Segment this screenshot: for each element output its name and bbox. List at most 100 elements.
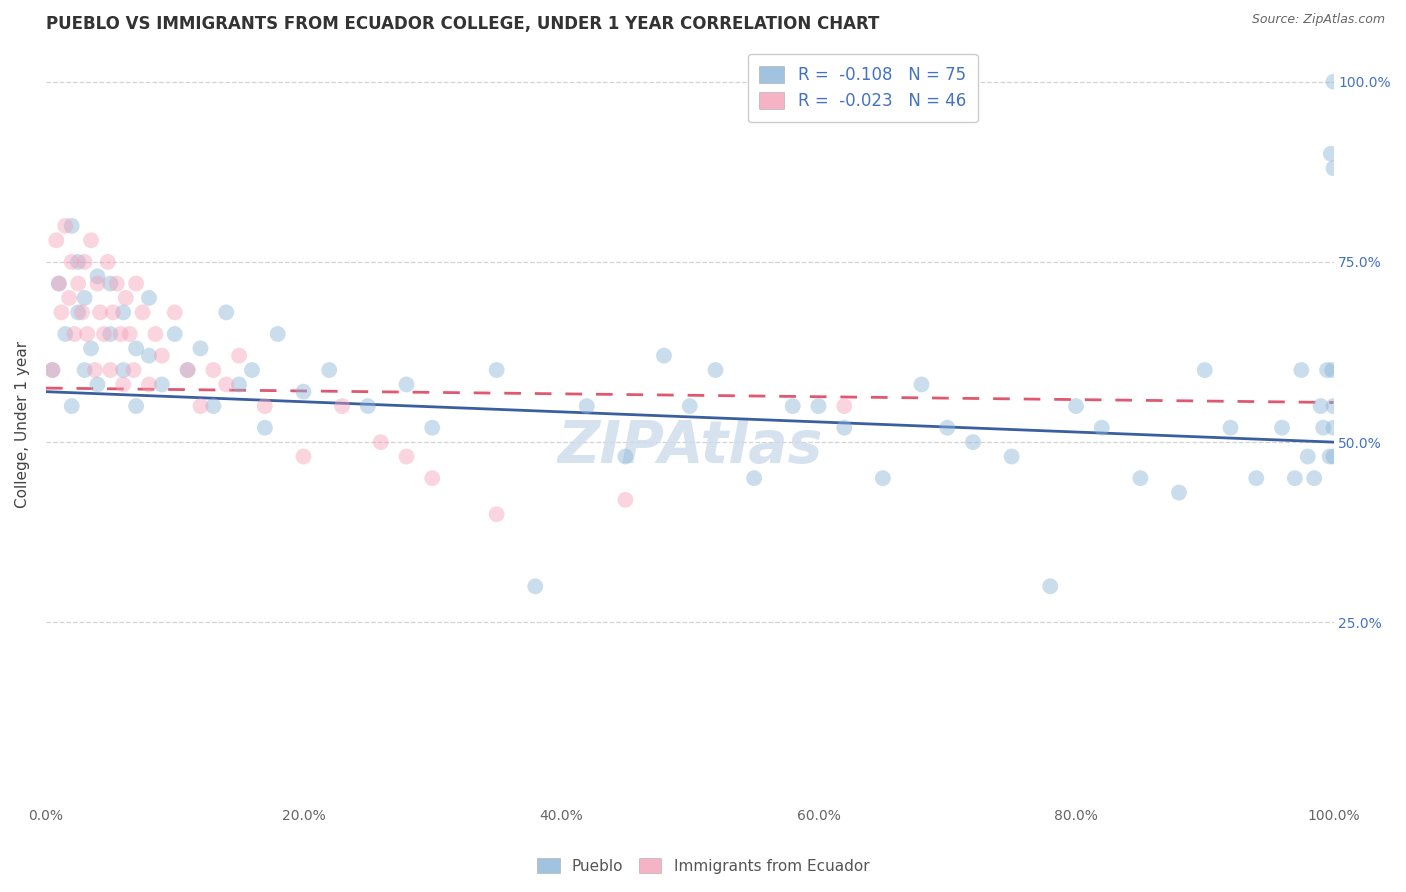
Point xyxy=(67,277,90,291)
Point xyxy=(1316,363,1339,377)
Point xyxy=(150,349,173,363)
Y-axis label: College, Under 1 year: College, Under 1 year xyxy=(15,341,30,508)
Text: PUEBLO VS IMMIGRANTS FROM ECUADOR COLLEGE, UNDER 1 YEAR CORRELATION CHART: PUEBLO VS IMMIGRANTS FROM ECUADOR COLLEG… xyxy=(46,15,879,33)
Point xyxy=(1001,450,1024,464)
Point xyxy=(112,305,135,319)
Point xyxy=(614,450,637,464)
Point xyxy=(98,326,121,341)
Point xyxy=(1322,420,1344,434)
Point xyxy=(145,326,167,341)
Point xyxy=(253,420,276,434)
Point xyxy=(420,471,443,485)
Point xyxy=(163,326,186,341)
Point xyxy=(125,399,148,413)
Point xyxy=(125,342,148,356)
Point xyxy=(357,399,380,413)
Point xyxy=(138,349,160,363)
Point xyxy=(1246,471,1268,485)
Point xyxy=(190,342,212,356)
Point xyxy=(228,377,250,392)
Point xyxy=(131,305,153,319)
Point xyxy=(1320,146,1343,161)
Point xyxy=(832,399,855,413)
Point xyxy=(67,305,90,319)
Point xyxy=(114,291,136,305)
Point xyxy=(60,399,83,413)
Point xyxy=(76,326,98,341)
Point xyxy=(872,471,894,485)
Point xyxy=(1322,161,1344,176)
Point xyxy=(202,363,225,377)
Point xyxy=(1309,399,1331,413)
Point xyxy=(53,326,76,341)
Point xyxy=(1319,450,1341,464)
Point xyxy=(240,363,263,377)
Point xyxy=(1219,420,1241,434)
Point xyxy=(176,363,198,377)
Point xyxy=(318,363,340,377)
Point xyxy=(485,363,508,377)
Point xyxy=(86,269,108,284)
Point xyxy=(97,255,120,269)
Point xyxy=(652,349,675,363)
Point xyxy=(1039,579,1062,593)
Point xyxy=(80,342,103,356)
Point xyxy=(110,326,132,341)
Point xyxy=(89,305,111,319)
Point xyxy=(112,363,135,377)
Point xyxy=(118,326,141,341)
Point xyxy=(292,384,315,399)
Point xyxy=(253,399,276,413)
Point xyxy=(1284,471,1306,485)
Point xyxy=(782,399,804,413)
Point xyxy=(67,255,90,269)
Point xyxy=(122,363,145,377)
Point xyxy=(1322,363,1344,377)
Point xyxy=(742,471,765,485)
Point xyxy=(1194,363,1216,377)
Point xyxy=(105,277,128,291)
Point xyxy=(420,420,443,434)
Point xyxy=(1291,363,1313,377)
Legend: R =  -0.108   N = 75, R =  -0.023   N = 46: R = -0.108 N = 75, R = -0.023 N = 46 xyxy=(748,54,977,122)
Point xyxy=(86,277,108,291)
Point xyxy=(524,579,547,593)
Point xyxy=(370,435,392,450)
Point xyxy=(1303,471,1326,485)
Point xyxy=(73,255,96,269)
Point xyxy=(48,277,70,291)
Point xyxy=(48,277,70,291)
Point xyxy=(45,233,67,247)
Point xyxy=(112,377,135,392)
Point xyxy=(910,377,932,392)
Point xyxy=(807,399,830,413)
Point xyxy=(190,399,212,413)
Point xyxy=(1322,75,1344,89)
Point xyxy=(395,450,418,464)
Point xyxy=(86,377,108,392)
Point xyxy=(1064,399,1087,413)
Point xyxy=(125,277,148,291)
Point xyxy=(215,305,238,319)
Point xyxy=(1168,485,1191,500)
Point xyxy=(58,291,80,305)
Point xyxy=(93,326,115,341)
Point xyxy=(202,399,225,413)
Point xyxy=(73,291,96,305)
Text: ZIPAtlas: ZIPAtlas xyxy=(557,418,823,475)
Point xyxy=(176,363,198,377)
Point xyxy=(330,399,353,413)
Point xyxy=(101,305,124,319)
Point xyxy=(1091,420,1114,434)
Point xyxy=(63,326,86,341)
Point xyxy=(485,507,508,521)
Point xyxy=(575,399,598,413)
Point xyxy=(1296,450,1319,464)
Point xyxy=(395,377,418,392)
Point xyxy=(73,363,96,377)
Point xyxy=(138,291,160,305)
Point xyxy=(41,363,63,377)
Point xyxy=(60,255,83,269)
Point xyxy=(83,363,105,377)
Point xyxy=(80,233,103,247)
